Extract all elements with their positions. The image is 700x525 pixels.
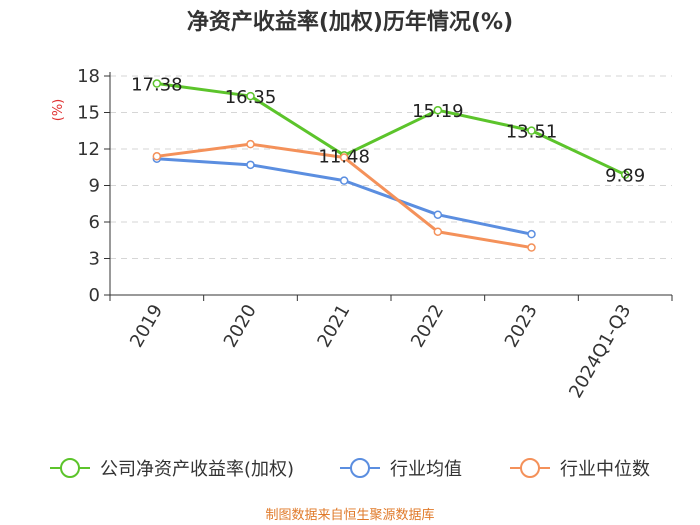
series-point-1	[339, 176, 349, 185]
x-tick-label: 2023	[501, 301, 542, 351]
legend-swatch-marker	[520, 458, 540, 478]
x-tick-label: 2021	[313, 301, 354, 351]
legend-label: 公司净资产收益率(加权)	[100, 459, 294, 480]
y-tick-label: 6	[89, 212, 100, 233]
series-point-0	[620, 170, 630, 179]
footer-credit: 制图数据来自恒生聚源数据库	[265, 508, 435, 523]
series-point-1	[246, 160, 255, 170]
legend-label: 行业中位数	[560, 459, 650, 480]
series-point-1	[433, 210, 443, 219]
series-point-2	[339, 153, 349, 162]
series-point-2	[433, 227, 443, 236]
y-tick-label: 3	[89, 249, 100, 270]
series-point-2	[152, 152, 162, 161]
x-tick-label: 2020	[220, 301, 261, 351]
series-line-0	[156, 82, 626, 177]
series-point-2	[246, 139, 255, 149]
x-tick-label: 2024Q1-Q3	[565, 301, 635, 402]
y-tick-label: 0	[89, 285, 100, 306]
y-tick-label: 12	[77, 139, 100, 160]
x-tick-label: 2019	[126, 301, 167, 351]
x-tick-label: 2022	[407, 301, 448, 351]
y-tick-label: 9	[89, 176, 100, 197]
series-point-2	[527, 243, 536, 252]
data-label: 11.48	[318, 146, 370, 167]
series-point-1	[527, 229, 536, 239]
legend-swatch-marker	[350, 458, 370, 478]
legend-label: 行业均值	[390, 459, 462, 480]
data-label: 9.89	[605, 166, 645, 187]
series-point-0	[152, 79, 162, 88]
legend-swatch-marker	[60, 458, 80, 478]
data-label: 15.19	[412, 101, 464, 122]
series-point-0	[246, 91, 255, 101]
series-point-0	[433, 105, 443, 115]
chart-title: 净资产收益率(加权)历年情况(%)	[186, 10, 514, 35]
data-label: 17.38	[131, 75, 183, 96]
data-label: 13.51	[506, 122, 558, 143]
y-tick-label: 15	[77, 103, 100, 124]
y-tick-label: 18	[77, 66, 100, 87]
y-axis-unit: (%)	[51, 99, 66, 122]
data-label: 16.35	[225, 87, 277, 108]
series-line-1	[156, 157, 532, 236]
series-point-0	[527, 126, 536, 135]
